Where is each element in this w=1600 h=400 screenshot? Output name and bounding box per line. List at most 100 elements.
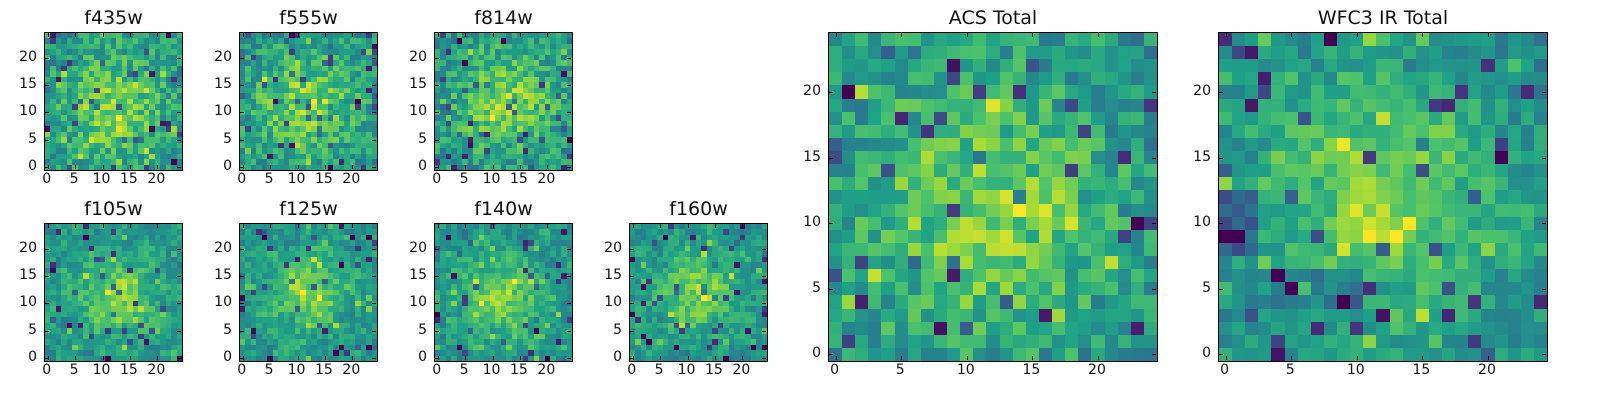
heatmap-cell <box>1104 203 1119 218</box>
heatmap-cell <box>267 300 274 307</box>
heatmap-cell <box>55 328 62 335</box>
heatmap-cell <box>630 311 636 318</box>
heatmap-cell <box>127 267 134 274</box>
heatmap-cell <box>149 115 156 122</box>
heatmap-cell <box>88 322 95 329</box>
heatmap-cell <box>522 148 529 155</box>
heatmap-cell <box>1104 137 1119 152</box>
heatmap-cell <box>371 60 377 67</box>
heatmap-cell <box>517 142 524 149</box>
heatmap-cell <box>717 289 724 296</box>
heatmap-cell <box>745 251 752 258</box>
heatmap-cell <box>528 126 535 133</box>
heatmap-cell <box>561 93 568 100</box>
heatmap-cell <box>110 109 117 116</box>
heatmap-cell <box>646 344 653 351</box>
heatmap-cell <box>66 65 73 72</box>
heatmap-cell <box>511 87 518 94</box>
heatmap-cell <box>566 104 572 111</box>
heatmap-cell <box>371 262 377 269</box>
x-tick-label: 20 <box>537 171 556 187</box>
heatmap-cell <box>679 284 686 291</box>
heatmap-cell <box>261 164 268 170</box>
heatmap-cell <box>506 148 513 155</box>
heatmap-cell <box>651 333 658 340</box>
heatmap-cell <box>149 350 156 357</box>
heatmap-cell <box>327 159 334 166</box>
heatmap-cell <box>110 115 117 122</box>
heatmap-cell <box>467 98 474 105</box>
heatmap-cell <box>143 333 150 340</box>
heatmap-cell <box>278 322 285 329</box>
heatmap-cell <box>555 328 562 335</box>
heatmap-cell <box>327 273 334 280</box>
heatmap-cell <box>256 350 263 357</box>
heatmap-cell <box>451 224 458 230</box>
heatmap-cell <box>355 317 362 324</box>
heatmap-cell <box>45 159 51 166</box>
heatmap-cell <box>478 317 485 324</box>
heatmap-cell <box>462 115 469 122</box>
heatmap-cell <box>61 49 68 56</box>
heatmap-cell <box>533 224 540 230</box>
heatmap-cell <box>533 109 540 116</box>
heatmap-cell <box>88 104 95 111</box>
heatmap-cell <box>544 82 551 89</box>
heatmap-cell <box>154 126 161 133</box>
heatmap-cell <box>316 109 323 116</box>
heatmap-cell <box>933 203 948 218</box>
heatmap-cell <box>110 224 117 230</box>
heatmap-cell <box>311 224 318 230</box>
heatmap-cell <box>495 300 502 307</box>
heatmap-cell <box>72 148 79 155</box>
heatmap-cell <box>289 333 296 340</box>
heatmap-cell <box>61 300 68 307</box>
heatmap-cell <box>462 322 469 329</box>
heatmap-cell <box>344 317 351 324</box>
heatmap-cell <box>121 109 128 116</box>
heatmap-cell <box>105 71 112 78</box>
y-tick-mark-left <box>435 276 439 278</box>
heatmap-cell <box>495 328 502 335</box>
heatmap-cell <box>355 164 362 170</box>
heatmap-cell <box>1078 111 1093 126</box>
heatmap-cell <box>283 82 290 89</box>
heatmap-cell <box>66 300 73 307</box>
heatmap-cell <box>272 229 279 236</box>
heatmap-cell <box>83 317 90 324</box>
heatmap-cell <box>305 43 312 50</box>
heatmap-cell <box>1091 124 1106 139</box>
heatmap-cell <box>143 137 150 144</box>
heatmap-cell <box>360 93 367 100</box>
heatmap-cell <box>473 273 480 280</box>
heatmap-cell <box>176 93 182 100</box>
heatmap-cell <box>165 148 172 155</box>
heatmap-cell <box>881 72 896 87</box>
heatmap-cell <box>894 190 909 205</box>
heatmap-cell <box>566 229 572 236</box>
heatmap-cell <box>165 322 172 329</box>
heatmap-cell <box>555 159 562 166</box>
heatmap-cell <box>294 120 301 127</box>
heatmap-cell <box>484 322 491 329</box>
heatmap-cell <box>435 148 441 155</box>
heatmap-cell <box>338 60 345 67</box>
heatmap-cell <box>489 339 496 346</box>
heatmap-cell <box>66 333 73 340</box>
x-tick-mark-top <box>547 33 549 37</box>
heatmap-cell <box>50 306 57 313</box>
heatmap-cell <box>1078 72 1093 87</box>
heatmap-cell <box>662 224 669 230</box>
heatmap-cell <box>1025 98 1040 113</box>
heatmap-cell <box>550 344 557 351</box>
heatmap-cell <box>1143 216 1157 231</box>
heatmap-cell <box>138 104 145 111</box>
heatmap-cell <box>116 65 123 72</box>
heatmap-cell <box>1052 72 1067 87</box>
heatmap-cell <box>539 344 546 351</box>
heatmap-cell <box>539 262 546 269</box>
heatmap-cell <box>1117 124 1132 139</box>
heatmap-cell <box>138 98 145 105</box>
heatmap-cell <box>272 49 279 56</box>
heatmap-cell <box>154 251 161 258</box>
